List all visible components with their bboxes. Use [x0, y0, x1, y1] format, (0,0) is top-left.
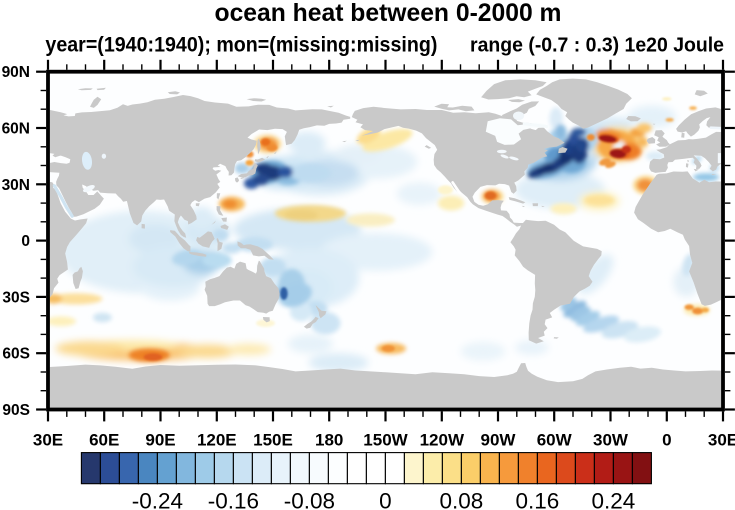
svg-text:0.08: 0.08 [440, 489, 484, 510]
svg-text:60S: 60S [2, 346, 30, 363]
svg-text:60E: 60E [89, 431, 119, 450]
svg-text:30W: 30W [593, 431, 629, 450]
svg-text:150E: 150E [253, 431, 293, 450]
svg-text:30S: 30S [2, 289, 30, 306]
svg-text:90W: 90W [481, 431, 517, 450]
svg-text:-0.08: -0.08 [284, 489, 335, 510]
svg-text:0: 0 [379, 489, 392, 510]
svg-text:30N: 30N [2, 177, 30, 194]
svg-text:-0.16: -0.16 [208, 489, 259, 510]
svg-text:90S: 90S [2, 402, 30, 419]
svg-text:120E: 120E [197, 431, 237, 450]
svg-text:150W: 150W [363, 431, 408, 450]
svg-text:year=(1940:1940); mon=(missing: year=(1940:1940); mon=(missing:missing) [45, 33, 437, 57]
svg-text:0: 0 [21, 233, 30, 250]
svg-text:0.16: 0.16 [516, 489, 560, 510]
svg-text:-0.24: -0.24 [132, 489, 183, 510]
svg-text:60N: 60N [2, 121, 30, 138]
svg-text:90N: 90N [2, 64, 30, 81]
svg-text:0: 0 [662, 431, 671, 450]
svg-text:0.24: 0.24 [592, 489, 636, 510]
svg-text:120W: 120W [420, 431, 465, 450]
svg-text:90E: 90E [145, 431, 175, 450]
svg-text:range (-0.7 : 0.3) 1e20 Joule: range (-0.7 : 0.3) 1e20 Joule [470, 35, 724, 57]
svg-text:180: 180 [315, 431, 343, 450]
svg-text:ocean heat between 0-2000 m: ocean heat between 0-2000 m [215, 0, 562, 27]
svg-text:30E: 30E [708, 431, 735, 450]
svg-text:60W: 60W [537, 431, 573, 450]
svg-text:30E: 30E [33, 431, 63, 450]
